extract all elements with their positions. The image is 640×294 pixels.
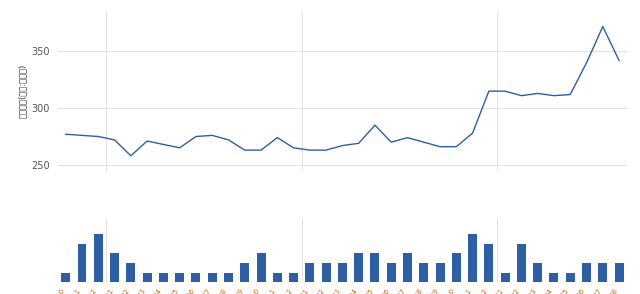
Bar [533,263,542,282]
Bar [371,253,380,282]
Bar [566,273,575,282]
Bar [468,234,477,282]
Bar [143,273,152,282]
Bar [338,263,347,282]
Bar [598,263,607,282]
Bar [94,234,103,282]
Bar [257,253,266,282]
Bar [191,273,200,282]
Bar [289,273,298,282]
Bar [419,263,428,282]
Bar [500,273,509,282]
Bar [77,244,86,282]
Bar [387,263,396,282]
Bar [517,244,526,282]
Bar [354,253,363,282]
Bar [273,273,282,282]
Bar [61,273,70,282]
Bar [452,253,461,282]
Bar [224,273,233,282]
Bar [484,244,493,282]
Bar [305,263,314,282]
Bar [582,263,591,282]
Y-axis label: 거래금액(단위:백만원): 거래금액(단위:백만원) [18,64,27,118]
Bar [159,273,168,282]
Bar [110,253,119,282]
Bar [175,273,184,282]
Bar [550,273,559,282]
Bar [208,273,217,282]
Bar [436,263,445,282]
Bar [403,253,412,282]
Bar [614,263,623,282]
Bar [322,263,331,282]
Bar [126,263,135,282]
Bar [240,263,249,282]
